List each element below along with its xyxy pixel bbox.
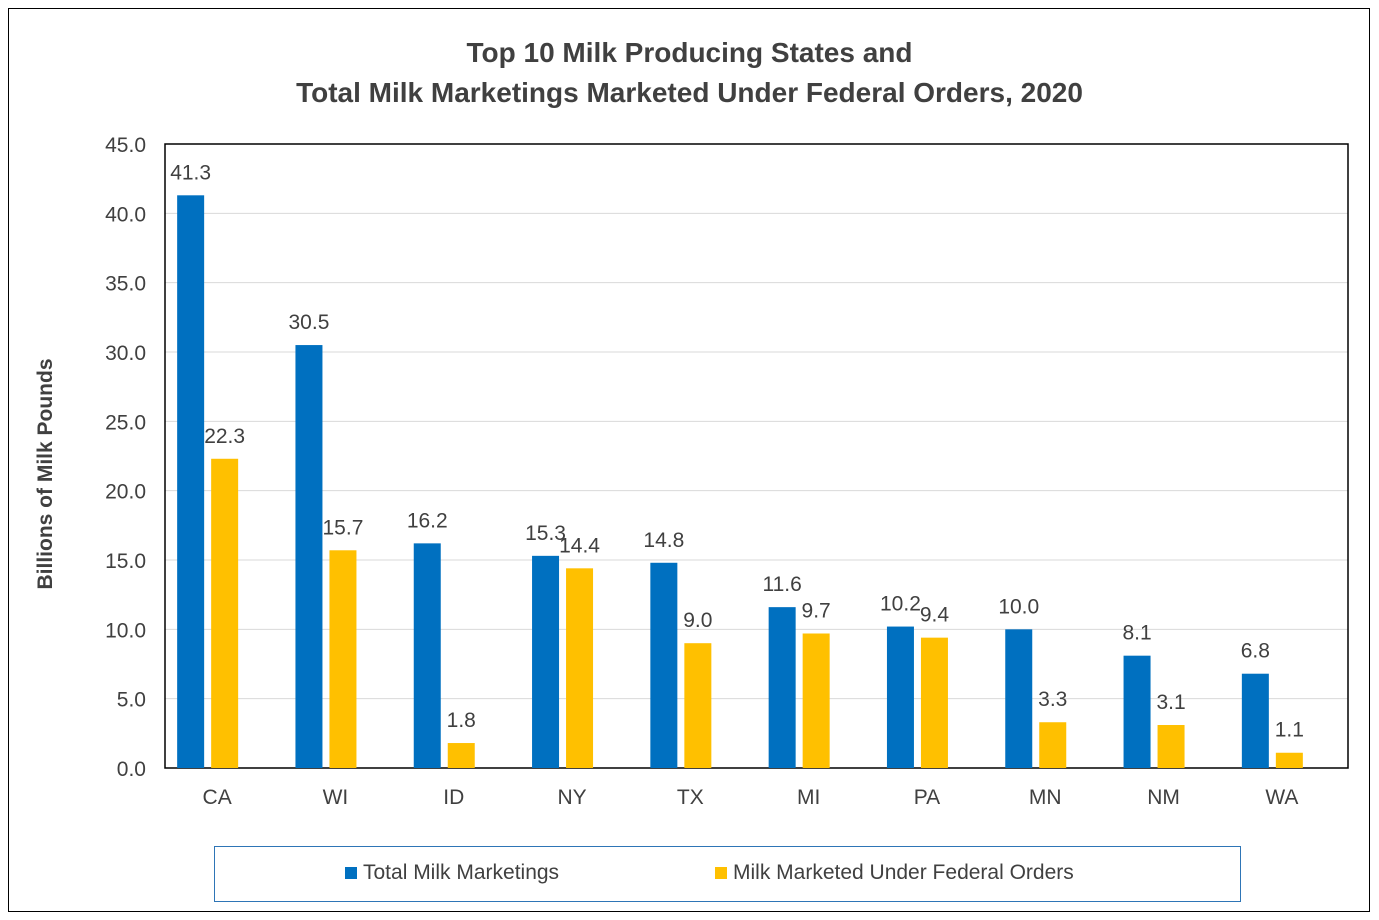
data-label-total-wa: 6.8	[1241, 640, 1270, 663]
legend-label-federal: Milk Marketed Under Federal Orders	[733, 861, 1074, 884]
bar-federal-wa	[1275, 752, 1303, 768]
x-tick-label-tx: TX	[677, 786, 704, 809]
data-label-total-wi: 30.5	[289, 311, 330, 334]
bar-federal-mn	[1039, 722, 1067, 768]
x-tick-label-wa: WA	[1265, 786, 1298, 809]
bar-federal-ca	[211, 458, 239, 768]
y-tick-label: 20.0	[105, 481, 146, 504]
chart-title-line-2: Total Milk Marketings Marketed Under Fed…	[296, 77, 1083, 108]
data-label-federal-mi: 9.7	[802, 599, 831, 622]
y-tick-label: 30.0	[105, 342, 146, 365]
x-tick-label-ny: NY	[557, 786, 586, 809]
bar-federal-id	[447, 743, 475, 768]
legend: Total Milk Marketings Milk Marketed Unde…	[214, 846, 1241, 902]
bar-total-wi	[295, 345, 323, 768]
x-tick-label-wi: WI	[323, 786, 349, 809]
data-label-total-id: 16.2	[407, 509, 448, 532]
bar-total-wa	[1241, 673, 1269, 768]
data-label-total-ca: 41.3	[170, 161, 211, 184]
data-label-total-tx: 14.8	[643, 529, 684, 552]
y-tick-label: 25.0	[105, 411, 146, 434]
bar-federal-pa	[920, 637, 948, 768]
data-label-federal-nm: 3.1	[1156, 691, 1185, 714]
data-label-federal-id: 1.8	[447, 709, 476, 732]
y-tick-label: 45.0	[105, 134, 146, 157]
bar-total-tx	[650, 562, 678, 768]
y-tick-label: 10.0	[105, 619, 146, 642]
data-label-federal-wi: 15.7	[323, 516, 364, 539]
data-label-total-mi: 11.6	[762, 573, 801, 596]
data-label-total-pa: 10.2	[880, 593, 921, 616]
x-tick-label-ca: CA	[203, 786, 232, 809]
bar-federal-wi	[329, 550, 357, 768]
x-tick-label-pa: PA	[914, 786, 940, 809]
x-tick-label-nm: NM	[1147, 786, 1180, 809]
legend-item-total: Total Milk Marketings	[345, 861, 559, 885]
bar-total-ca	[177, 195, 205, 769]
y-tick-label: 40.0	[105, 203, 146, 226]
bar-total-mi	[768, 607, 796, 768]
x-tick-label-id: ID	[443, 786, 464, 809]
data-label-federal-mn: 3.3	[1038, 688, 1067, 711]
data-label-federal-ny: 14.4	[559, 534, 600, 557]
legend-swatch-federal	[715, 867, 727, 879]
data-label-total-mn: 10.0	[998, 595, 1039, 618]
data-label-federal-pa: 9.4	[920, 604, 950, 627]
bar-total-ny	[532, 555, 560, 768]
bar-federal-mi	[802, 633, 830, 768]
bar-federal-ny	[566, 568, 594, 768]
y-tick-label: 5.0	[117, 689, 146, 712]
data-label-federal-ca: 22.3	[204, 425, 245, 448]
data-label-federal-tx: 9.0	[683, 609, 712, 632]
data-label-total-ny: 15.3	[525, 522, 566, 545]
bar-total-id	[413, 543, 441, 768]
legend-swatch-total	[345, 867, 357, 879]
chart-title: Top 10 Milk Producing States and Total M…	[0, 33, 1379, 113]
y-tick-label: 35.0	[105, 273, 146, 296]
legend-item-federal: Milk Marketed Under Federal Orders	[715, 861, 1074, 885]
bar-federal-tx	[684, 643, 712, 768]
data-label-total-nm: 8.1	[1122, 622, 1151, 645]
y-tick-label: 15.0	[105, 550, 146, 573]
data-label-federal-wa: 1.1	[1275, 719, 1304, 742]
y-tick-label: 0.0	[117, 758, 146, 781]
x-tick-label-mi: MI	[797, 786, 820, 809]
plot-border	[164, 143, 1349, 769]
bar-federal-nm	[1157, 725, 1185, 768]
bar-total-nm	[1123, 655, 1151, 768]
x-tick-label-mn: MN	[1029, 786, 1062, 809]
bar-total-pa	[886, 626, 914, 768]
chart-title-line-1: Top 10 Milk Producing States and	[466, 37, 913, 68]
bar-total-mn	[1005, 629, 1033, 768]
legend-label-total: Total Milk Marketings	[363, 861, 560, 884]
